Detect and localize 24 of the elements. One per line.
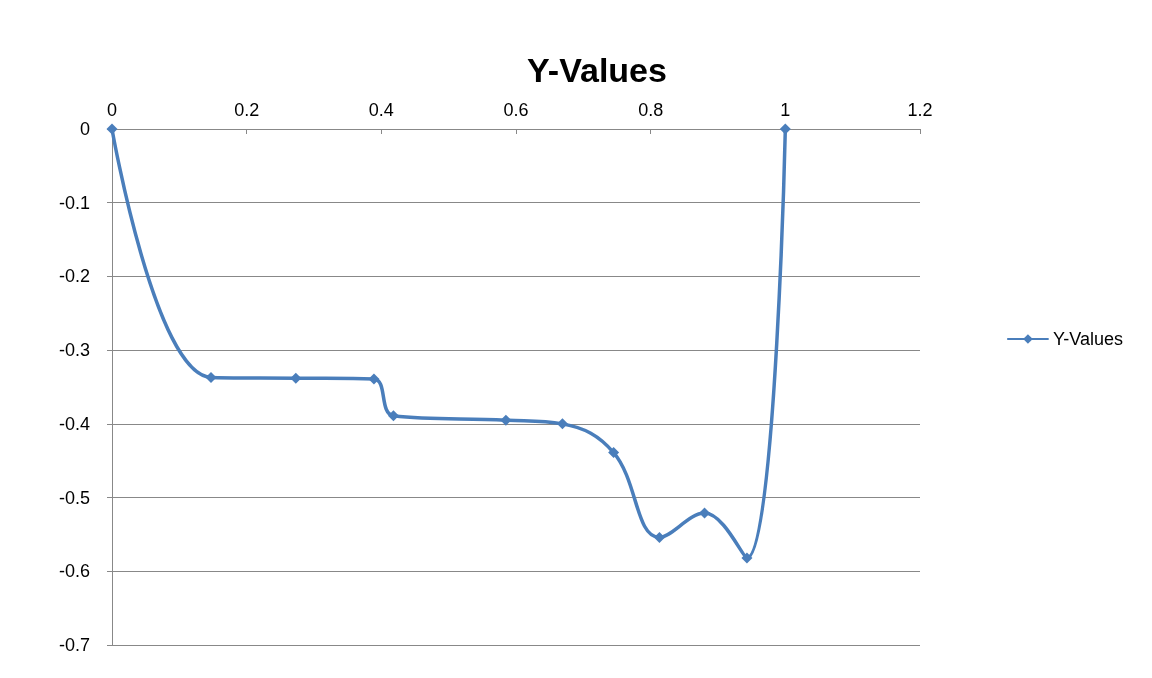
y-tick-label: -0.7 [58,635,90,655]
point [106,123,118,135]
y-tick-label: 0 [79,119,90,139]
point [387,410,399,422]
x-tick-label: 1 [780,100,791,120]
legend-label: Y-Values [1052,329,1124,349]
y-tick-label: -0.1 [58,192,90,213]
point [608,447,620,459]
x-tick-label: 0.8 [638,100,664,120]
point [653,531,665,543]
point [368,373,380,385]
y-tick-label: -0.2 [58,266,90,287]
x-tick-label: 0.6 [503,100,529,120]
point [699,507,711,519]
point [741,552,753,564]
x-tick-label: 0.2 [234,100,260,120]
chart-title: Y-Values [527,51,667,89]
x-tick-label: 1.2 [907,100,933,120]
y-tick-label: -0.6 [58,561,90,582]
x-tick-label: 0 [106,100,118,120]
x-tick-label: 0.4 [368,100,394,120]
y-tick-label: -0.4 [58,413,90,434]
y-tick-label: -0.5 [58,487,90,508]
y-tick-label: -0.3 [58,340,90,361]
